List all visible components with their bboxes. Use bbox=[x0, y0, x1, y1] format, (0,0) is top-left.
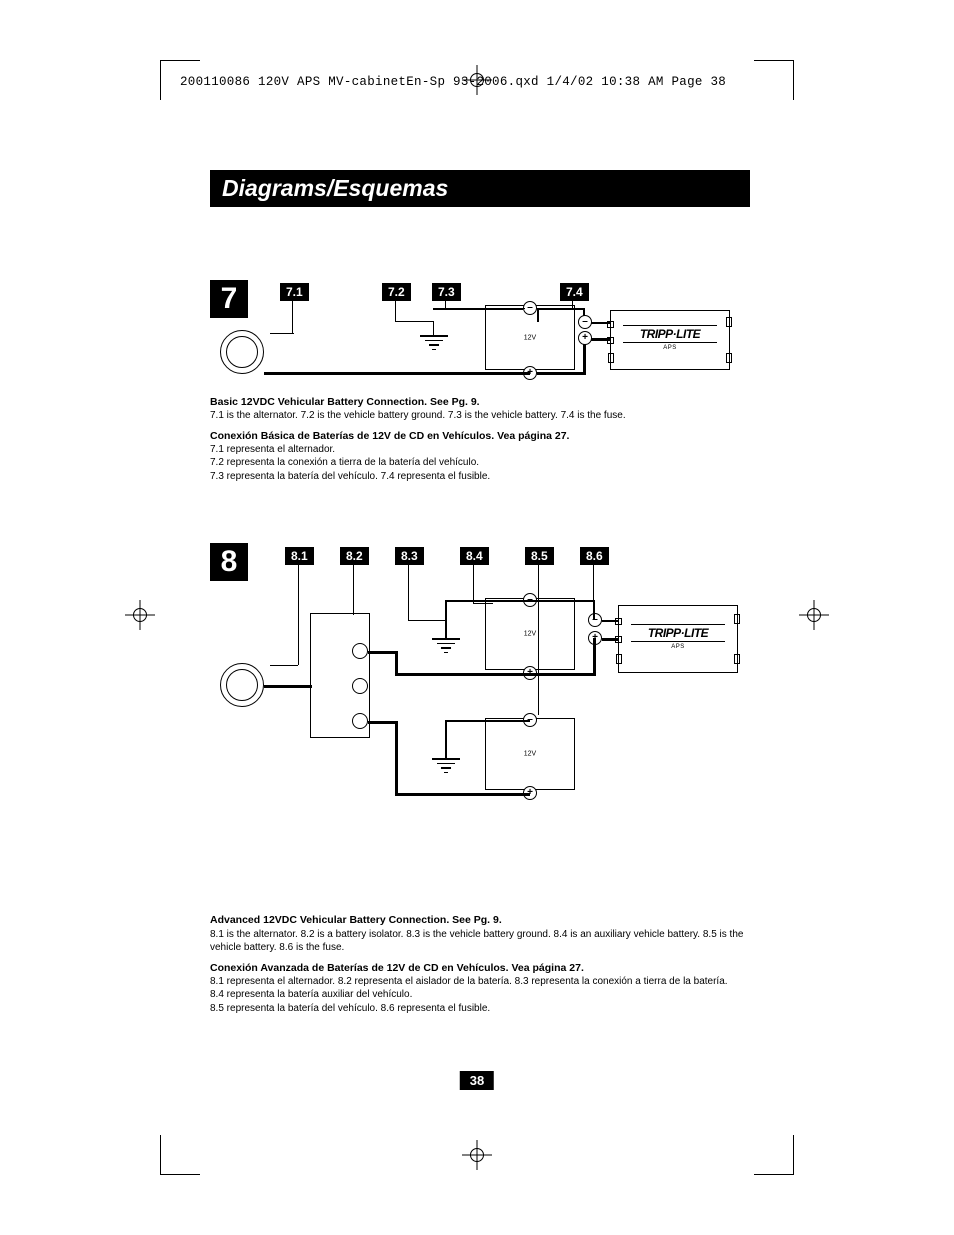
wire bbox=[538, 595, 539, 715]
battery-voltage: 12V bbox=[524, 334, 536, 341]
diagram-8-caption: Advanced 12VDC Vehicular Battery Connect… bbox=[210, 913, 750, 1015]
alternator-inner-icon bbox=[226, 336, 258, 368]
caption-8-es-l3: 8.5 representa la batería del vehículo. … bbox=[210, 1002, 750, 1016]
aux-battery-icon: 12V bbox=[485, 598, 575, 670]
outlet-icon bbox=[616, 654, 622, 664]
wire bbox=[445, 600, 595, 602]
battery-voltage: 12V bbox=[524, 631, 536, 638]
diagram-number-8: 8 bbox=[210, 543, 248, 581]
aps-sublabel: APS bbox=[611, 345, 729, 351]
wire bbox=[395, 651, 398, 673]
battery-neg-terminal: – bbox=[523, 301, 537, 315]
label-8-6: 8.6 bbox=[580, 547, 609, 565]
outlet-icon bbox=[726, 353, 732, 363]
label-7-3: 7.3 bbox=[432, 283, 461, 301]
wire bbox=[593, 565, 594, 605]
vehicle-battery-icon: 12V bbox=[485, 718, 575, 790]
aps-unit-icon: TRIPP·LITE APS bbox=[618, 605, 738, 673]
wire bbox=[395, 321, 433, 322]
label-8-2: 8.2 bbox=[340, 547, 369, 565]
label-7-1: 7.1 bbox=[280, 283, 309, 301]
label-8-5: 8.5 bbox=[525, 547, 554, 565]
wire bbox=[408, 565, 409, 620]
fuse-pos-terminal: + bbox=[578, 331, 592, 345]
diagram-7: 7 7.1 7.2 7.3 7.4 12V – + TRIPP·LITE APS bbox=[210, 225, 750, 355]
wire bbox=[602, 638, 618, 641]
diagram-7-caption: Basic 12VDC Vehicular Battery Connection… bbox=[210, 395, 750, 483]
wire bbox=[395, 673, 595, 676]
registration-mark-left bbox=[125, 600, 155, 630]
crop-mark-tr bbox=[754, 60, 794, 100]
outlet-icon bbox=[608, 353, 614, 363]
wire bbox=[473, 565, 474, 603]
wire bbox=[270, 665, 298, 666]
wire bbox=[473, 603, 493, 604]
wire bbox=[408, 620, 446, 621]
caption-7-es-l2: 7.2 representa la conexión a tierra de l… bbox=[210, 456, 750, 470]
ground-icon bbox=[432, 758, 460, 773]
wire bbox=[593, 600, 595, 620]
section-title: Diagrams/Esquemas bbox=[210, 170, 750, 207]
aps-logo: TRIPP·LITE bbox=[611, 325, 729, 343]
battery-voltage: 12V bbox=[524, 751, 536, 758]
caption-8-es-l2: 8.4 representa la batería auxiliar del v… bbox=[210, 988, 750, 1002]
wire bbox=[433, 321, 434, 335]
registration-mark-right bbox=[799, 600, 829, 630]
wire bbox=[264, 685, 312, 688]
fuse-neg-terminal: – bbox=[588, 613, 602, 627]
label-8-1: 8.1 bbox=[285, 547, 314, 565]
wire bbox=[368, 721, 398, 724]
caption-7-es-title: Conexión Básica de Baterías de 12V de CD… bbox=[210, 429, 750, 443]
outlet-icon bbox=[734, 614, 740, 624]
prepress-slug: 200110086 120V APS MV-cabinetEn-Sp 93-20… bbox=[180, 75, 726, 89]
caption-7-en-body: 7.1 is the alternator. 7.2 is the vehicl… bbox=[210, 409, 750, 423]
page-content: Diagrams/Esquemas 7 7.1 7.2 7.3 7.4 12V … bbox=[210, 170, 750, 1015]
ground-icon bbox=[432, 638, 460, 653]
wire bbox=[593, 638, 596, 676]
wire bbox=[353, 565, 354, 615]
label-7-2: 7.2 bbox=[382, 283, 411, 301]
registration-mark-bottom bbox=[462, 1140, 492, 1170]
label-7-4: 7.4 bbox=[560, 283, 589, 301]
wire bbox=[395, 721, 398, 793]
caption-8-es-l1: 8.1 representa el alternador. 8.2 repres… bbox=[210, 975, 750, 989]
label-8-3: 8.3 bbox=[395, 547, 424, 565]
wire bbox=[445, 720, 530, 722]
caption-8-en-body: 8.1 is the alternator. 8.2 is a battery … bbox=[210, 928, 750, 955]
aps-logo: TRIPP·LITE bbox=[619, 624, 737, 642]
diagram-8: 8 8.1 8.2 8.3 8.4 8.5 8.6 12V – + 12V bbox=[210, 543, 750, 823]
wire bbox=[445, 720, 447, 758]
wire bbox=[298, 565, 299, 665]
wire bbox=[537, 372, 585, 375]
wire bbox=[395, 301, 396, 321]
diagram-number-7: 7 bbox=[210, 280, 248, 318]
caption-8-es-title: Conexión Avanzada de Baterías de 12V de … bbox=[210, 961, 750, 975]
wire bbox=[270, 333, 294, 334]
wire bbox=[445, 600, 447, 638]
wire bbox=[264, 372, 530, 375]
fuse-neg-terminal: – bbox=[578, 315, 592, 329]
ground-icon bbox=[420, 335, 448, 350]
caption-7-es-l1: 7.1 representa el alternador. bbox=[210, 443, 750, 457]
outlet-icon bbox=[734, 654, 740, 664]
outlet-icon bbox=[726, 317, 732, 327]
crop-mark-br bbox=[754, 1135, 794, 1175]
wire bbox=[537, 308, 585, 310]
wire bbox=[292, 301, 293, 333]
wire bbox=[368, 651, 398, 654]
crop-mark-bl bbox=[160, 1135, 200, 1175]
wire bbox=[433, 308, 523, 310]
caption-8-en-title: Advanced 12VDC Vehicular Battery Connect… bbox=[210, 913, 750, 927]
caption-7-es-l3: 7.3 representa la batería del vehículo. … bbox=[210, 470, 750, 484]
wire bbox=[395, 793, 530, 796]
wire bbox=[537, 308, 539, 322]
caption-7-en-title: Basic 12VDC Vehicular Battery Connection… bbox=[210, 395, 750, 409]
page-number: 38 bbox=[460, 1071, 494, 1090]
wire bbox=[602, 620, 618, 622]
label-8-4: 8.4 bbox=[460, 547, 489, 565]
wire bbox=[538, 565, 539, 595]
aps-sublabel: APS bbox=[619, 644, 737, 650]
aps-unit-icon: TRIPP·LITE APS bbox=[610, 310, 730, 370]
